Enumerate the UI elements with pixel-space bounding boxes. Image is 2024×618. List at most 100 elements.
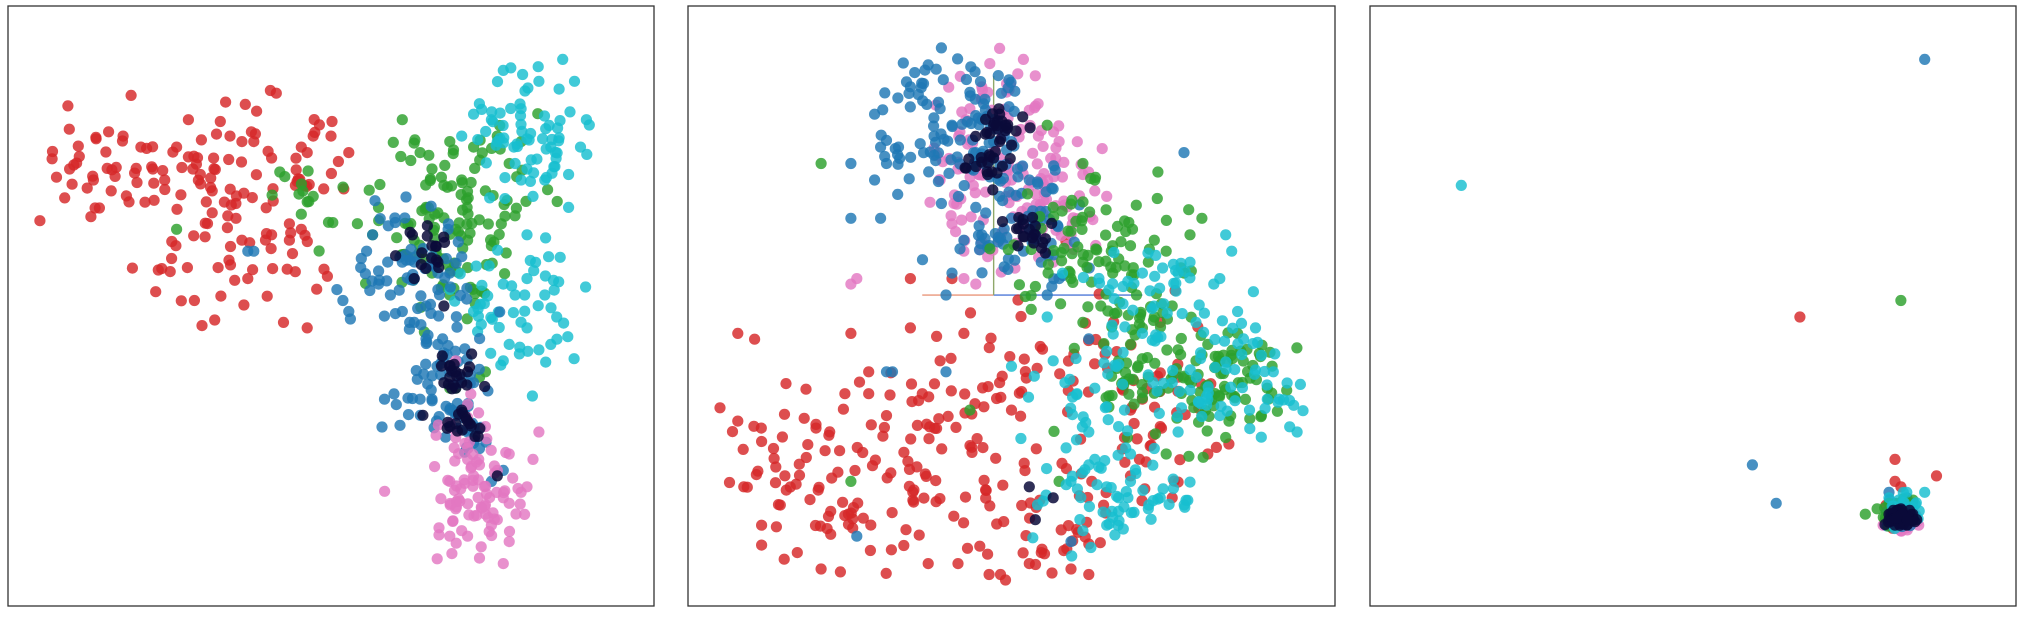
scatter-point-blue	[946, 120, 958, 133]
scatter-point-blue	[451, 321, 463, 333]
scatter-point-blue	[921, 98, 933, 110]
scatter-point-green	[1056, 205, 1068, 217]
scatter-point-cyan	[548, 161, 560, 173]
scatter-point-cyan	[1151, 385, 1163, 397]
scatter-point-blue	[1017, 160, 1029, 172]
scatter-point-cyan	[492, 244, 504, 256]
scatter-point-cyan	[1077, 525, 1089, 537]
panel-3-points	[1455, 53, 1943, 537]
scatter-point-red	[205, 172, 217, 184]
scatter-point-red	[148, 194, 160, 206]
scatter-point-red	[218, 196, 230, 208]
scatter-point-magenta	[851, 273, 863, 285]
scatter-point-blue	[956, 118, 968, 130]
scatter-point-green	[1175, 332, 1187, 345]
scatter-point-green	[1152, 166, 1164, 178]
scatter-point-green	[1184, 229, 1196, 241]
scatter-point-red	[995, 391, 1007, 403]
scatter-point-dark	[1024, 122, 1036, 134]
scatter-point-red	[837, 403, 850, 415]
scatter-point-red	[904, 273, 917, 285]
scatter-point-magenta	[500, 446, 512, 459]
scatter-point-magenta	[1096, 143, 1108, 155]
scatter-point-cyan	[533, 75, 545, 87]
scatter-point-red	[289, 266, 301, 278]
scatter-point-cyan	[553, 83, 565, 95]
scatter-point-red	[103, 126, 115, 138]
scatter-point-green	[414, 147, 426, 159]
scatter-point-red	[996, 370, 1008, 382]
scatter-point-green	[337, 181, 349, 193]
scatter-point-dark	[996, 216, 1009, 228]
scatter-point-cyan	[1089, 382, 1101, 394]
scatter-point-red	[865, 419, 877, 431]
scatter-point-blue	[946, 267, 958, 279]
scatter-point-cyan	[563, 168, 575, 181]
scatter-point-red	[93, 202, 105, 214]
scatter-point-cyan	[557, 53, 569, 65]
scatter-point-cyan	[1107, 511, 1119, 523]
scatter-point-green	[1082, 249, 1094, 261]
scatter-panel-1	[7, 5, 655, 607]
scatter-point-red	[756, 435, 768, 448]
scatter-point-cyan	[1235, 317, 1248, 329]
scatter-point-blue	[903, 87, 915, 99]
scatter-point-cyan	[1175, 402, 1188, 414]
scatter-point-magenta	[503, 536, 515, 548]
scatter-point-red	[978, 401, 990, 413]
scatter-point-green	[1041, 119, 1053, 131]
scatter-point-cyan	[505, 102, 517, 115]
scatter-point-cyan	[1244, 423, 1256, 435]
scatter-point-cyan	[1171, 411, 1184, 423]
scatter-point-cyan	[1278, 394, 1290, 406]
scatter-point-red	[224, 259, 237, 271]
scatter-point-red	[776, 431, 789, 443]
scatter-point-blue	[450, 257, 462, 269]
scatter-point-blue	[393, 284, 405, 296]
scatter-point-red	[200, 196, 212, 208]
scatter-point-green	[1126, 223, 1139, 235]
scatter-point-blue	[897, 57, 909, 69]
scatter-point-cyan	[1455, 179, 1467, 191]
scatter-point-magenta	[473, 552, 486, 564]
scatter-point-cyan	[538, 110, 551, 122]
scatter-point-red	[930, 496, 942, 508]
scatter-point-cyan	[1117, 346, 1129, 359]
scatter-point-red	[790, 478, 802, 490]
scatter-point-dark	[995, 133, 1007, 145]
scatter-point-cyan	[1216, 315, 1228, 327]
scatter-point-red	[800, 451, 812, 464]
scatter-point-blue	[394, 419, 406, 431]
scatter-point-green	[1133, 318, 1145, 330]
scatter-point-red	[857, 512, 869, 524]
scatter-point-green	[1124, 240, 1137, 252]
scatter-point-red	[768, 452, 780, 465]
scatter-point-red	[804, 494, 816, 506]
scatter-point-cyan	[1105, 482, 1117, 494]
scatter-point-red	[222, 210, 234, 222]
scatter-point-red	[802, 439, 814, 451]
scatter-point-red	[880, 567, 892, 580]
scatter-point-cyan	[1137, 484, 1149, 496]
scatter-point-green	[1077, 316, 1089, 328]
scatter-point-cyan	[1124, 475, 1137, 487]
scatter-point-cyan	[499, 193, 511, 205]
scatter-panel-3	[1369, 5, 2017, 607]
scatter-point-blue	[424, 298, 437, 310]
scatter-point-green	[495, 218, 507, 230]
scatter-point-red	[978, 474, 990, 486]
scatter-point-cyan	[509, 157, 521, 170]
scatter-point-cyan	[1163, 498, 1175, 510]
scatter-point-cyan	[519, 289, 531, 301]
scatter-point-red	[164, 266, 176, 278]
scatter-point-dark	[390, 250, 402, 262]
scatter-point-blue	[412, 302, 424, 315]
scatter-point-red	[1004, 351, 1016, 363]
scatter-point-dark	[461, 379, 473, 391]
scatter-point-blue	[400, 191, 412, 203]
scatter-point-dark	[1023, 481, 1035, 493]
scatter-point-magenta	[459, 437, 471, 449]
scatter-point-green	[1291, 342, 1303, 354]
scatter-point-blue	[919, 64, 931, 76]
scatter-point-blue	[373, 265, 385, 277]
